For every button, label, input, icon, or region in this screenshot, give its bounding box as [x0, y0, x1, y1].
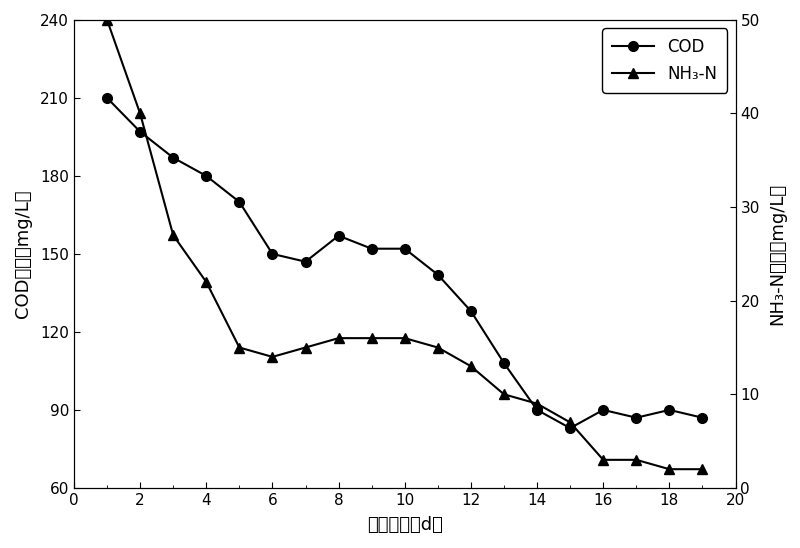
X-axis label: 运行时间（d）: 运行时间（d）: [367, 516, 442, 534]
COD: [301, 259, 310, 265]
COD: [367, 246, 377, 252]
COD: [102, 95, 112, 101]
COD: [598, 407, 608, 413]
COD: [334, 232, 343, 239]
COD: [202, 173, 211, 179]
Y-axis label: COD浓度（mg/L）: COD浓度（mg/L）: [14, 190, 32, 318]
NH₃-N: [566, 419, 575, 426]
COD: [665, 407, 674, 413]
Line: COD: COD: [102, 93, 707, 433]
NH₃-N: [367, 335, 377, 341]
NH₃-N: [499, 391, 509, 398]
COD: [135, 128, 145, 135]
NH₃-N: [665, 466, 674, 472]
NH₃-N: [168, 232, 178, 238]
COD: [631, 414, 641, 421]
NH₃-N: [135, 110, 145, 117]
Y-axis label: NH₃-N浓度（mg/L）: NH₃-N浓度（mg/L）: [768, 183, 786, 325]
COD: [466, 308, 476, 315]
COD: [566, 425, 575, 431]
NH₃-N: [466, 363, 476, 369]
NH₃-N: [334, 335, 343, 341]
COD: [268, 250, 278, 257]
COD: [234, 198, 244, 205]
NH₃-N: [400, 335, 410, 341]
NH₃-N: [598, 456, 608, 463]
NH₃-N: [631, 456, 641, 463]
Legend: COD, NH₃-N: COD, NH₃-N: [602, 28, 727, 93]
COD: [433, 271, 442, 278]
NH₃-N: [433, 344, 442, 351]
NH₃-N: [698, 466, 707, 472]
COD: [400, 246, 410, 252]
COD: [532, 407, 542, 413]
NH₃-N: [301, 344, 310, 351]
COD: [168, 155, 178, 161]
NH₃-N: [234, 344, 244, 351]
NH₃-N: [102, 16, 112, 23]
COD: [499, 360, 509, 367]
COD: [698, 414, 707, 421]
NH₃-N: [532, 401, 542, 407]
Line: NH₃-N: NH₃-N: [102, 15, 707, 474]
NH₃-N: [268, 353, 278, 360]
NH₃-N: [202, 279, 211, 286]
